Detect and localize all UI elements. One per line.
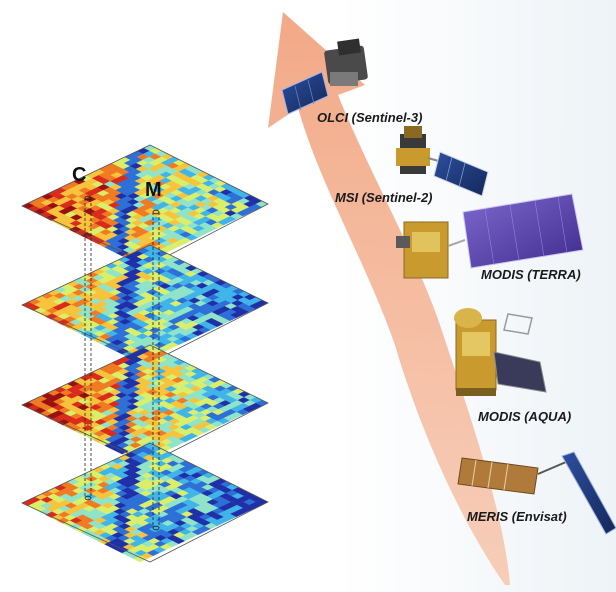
modis-terra-label: MODIS (TERRA) — [481, 267, 581, 282]
olci-satellite-icon — [281, 38, 368, 115]
heatmap-layer-border — [21, 442, 269, 563]
column-c — [84, 195, 92, 501]
modis-aqua-satellite-icon — [454, 308, 547, 396]
modis-aqua-label: MODIS (AQUA) — [478, 409, 571, 424]
heatmap-cell — [133, 555, 147, 563]
modis-terra-satellite-icon — [396, 193, 584, 279]
marker-c-label: C — [72, 164, 86, 186]
meris-label: MERIS (Envisat) — [467, 509, 567, 524]
msi-satellite-icon — [396, 126, 489, 197]
marker-m-label: M — [145, 179, 162, 201]
heatmap-stack — [21, 144, 269, 563]
heatmap-layer — [21, 144, 269, 266]
msi-label: MSI (Sentinel-2) — [335, 190, 433, 205]
meris-satellite-icon — [457, 451, 616, 535]
timeline-arrow — [268, 12, 510, 585]
column-m — [152, 209, 160, 531]
olci-label: OLCI (Sentinel-3) — [317, 110, 422, 125]
heatmap-layer — [21, 244, 269, 364]
heatmap-layer — [21, 442, 269, 563]
